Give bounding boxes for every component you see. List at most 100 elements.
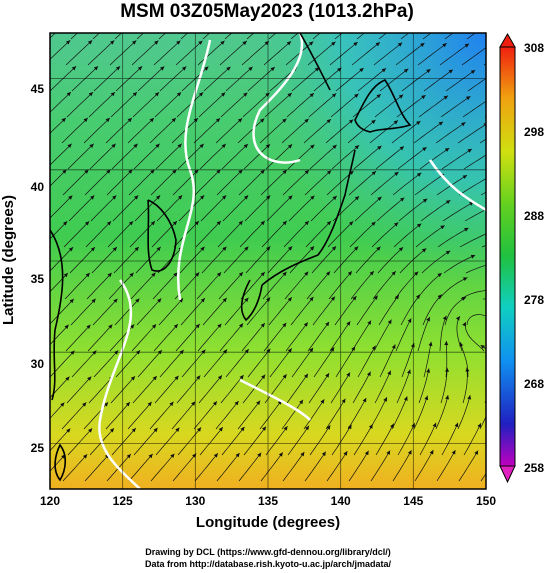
- streamline-arrowhead: [196, 375, 201, 380]
- colorbar-tick-label: 268: [524, 377, 544, 391]
- streamline: [91, 246, 118, 274]
- streamline-arrowhead: [238, 169, 243, 174]
- streamline: [200, 195, 227, 222]
- streamline: [423, 341, 432, 378]
- streamline: [105, 117, 133, 144]
- streamline-arrowhead: [282, 118, 287, 123]
- streamline-arrowhead: [195, 272, 200, 277]
- streamline-arrowhead: [438, 121, 443, 126]
- streamline: [197, 40, 225, 66]
- streamline: [175, 40, 203, 66]
- streamline: [110, 91, 138, 118]
- streamline-arrowhead: [63, 221, 68, 226]
- streamline: [290, 33, 299, 40]
- streamline-arrowhead: [304, 271, 309, 276]
- streamline-arrowhead: [464, 43, 469, 48]
- streamline: [289, 246, 315, 274]
- streamline: [374, 94, 404, 118]
- streamline: [221, 426, 245, 456]
- streamline-arrowhead: [176, 40, 181, 45]
- streamline-arrowhead: [422, 147, 427, 152]
- streamline: [463, 423, 482, 456]
- streamline: [159, 349, 184, 378]
- streamline: [467, 77, 486, 92]
- streamline: [50, 246, 74, 272]
- streamline-arrowhead: [353, 42, 358, 47]
- streamline-arrowhead: [287, 297, 292, 302]
- streamline-arrowhead: [93, 66, 99, 71]
- streamline: [106, 169, 133, 196]
- streamline: [309, 144, 337, 170]
- streamline: [464, 322, 485, 352]
- streamline: [176, 92, 204, 118]
- streamline: [356, 295, 378, 326]
- streamline: [439, 315, 447, 352]
- x-axis: 120 125 130 135 140 145 150: [40, 494, 496, 508]
- streamline-arrowhead: [369, 271, 374, 276]
- streamline: [331, 145, 360, 170]
- streamline-arrowhead: [132, 40, 137, 45]
- streamline: [218, 271, 244, 300]
- streamline-arrowhead: [65, 40, 71, 45]
- x-tick-label: 135: [258, 494, 278, 508]
- streamline: [461, 47, 486, 66]
- streamline: [220, 92, 248, 118]
- streamline: [442, 201, 474, 222]
- streamline-arrowhead: [156, 195, 161, 200]
- streamline-arrowhead: [105, 117, 110, 123]
- streamline-arrowhead: [519, 264, 523, 268]
- streamline: [460, 290, 486, 300]
- streamline: [419, 422, 437, 456]
- streamline: [216, 452, 240, 482]
- streamline: [50, 402, 65, 419]
- streamline: [464, 209, 486, 222]
- streamline-arrowhead: [238, 220, 243, 226]
- streamline-arrowhead: [347, 271, 352, 276]
- streamline-arrowhead: [106, 169, 111, 174]
- streamline-arrowhead: [470, 70, 476, 74]
- streamline-arrowhead: [377, 196, 382, 201]
- streamline: [325, 119, 354, 144]
- streamline-arrowhead: [87, 40, 93, 45]
- streamline-arrowhead: [445, 367, 450, 372]
- streamline: [224, 297, 249, 326]
- streamline: [445, 69, 476, 92]
- colorbar-tick-label: 308: [524, 41, 544, 55]
- streamline: [416, 272, 443, 300]
- streamline: [395, 42, 425, 66]
- streamline-arrowhead: [204, 66, 209, 71]
- streamline-arrowhead: [243, 92, 248, 97]
- streamline: [172, 453, 197, 482]
- streamline-arrowhead: [354, 93, 359, 98]
- streamline: [397, 422, 416, 456]
- streamline-arrowhead: [222, 297, 227, 303]
- streamline: [217, 220, 244, 248]
- streamline: [313, 67, 342, 92]
- streamline: [352, 371, 371, 404]
- streamline-arrowhead: [304, 373, 308, 379]
- x-tick-label: 145: [403, 494, 423, 508]
- streamline-arrowhead: [215, 118, 221, 123]
- streamline-arrowhead: [238, 272, 243, 277]
- x-tick-label: 130: [185, 494, 205, 508]
- streamline: [260, 452, 284, 482]
- streamline-arrowhead: [309, 93, 314, 98]
- streamline-arrowhead: [154, 40, 159, 45]
- streamline: [247, 348, 271, 378]
- streamline: [374, 370, 392, 404]
- streamline-arrowhead: [407, 369, 411, 374]
- streamline: [334, 295, 357, 326]
- streamline: [260, 169, 288, 196]
- streamline-arrowhead: [174, 375, 179, 381]
- credit-data-source: Data from http://database.rish.kyoto-u.a…: [145, 559, 392, 569]
- streamline: [369, 120, 399, 144]
- streamline: [373, 319, 392, 352]
- streamline: [246, 33, 255, 40]
- streamline-arrowhead: [477, 423, 481, 428]
- streamline: [86, 272, 112, 300]
- streamline: [172, 169, 199, 196]
- streamline: [69, 246, 96, 274]
- streamline-arrowhead: [132, 92, 137, 97]
- colorbar: 308 298 288 278 268 258: [499, 32, 544, 484]
- streamline: [149, 401, 174, 430]
